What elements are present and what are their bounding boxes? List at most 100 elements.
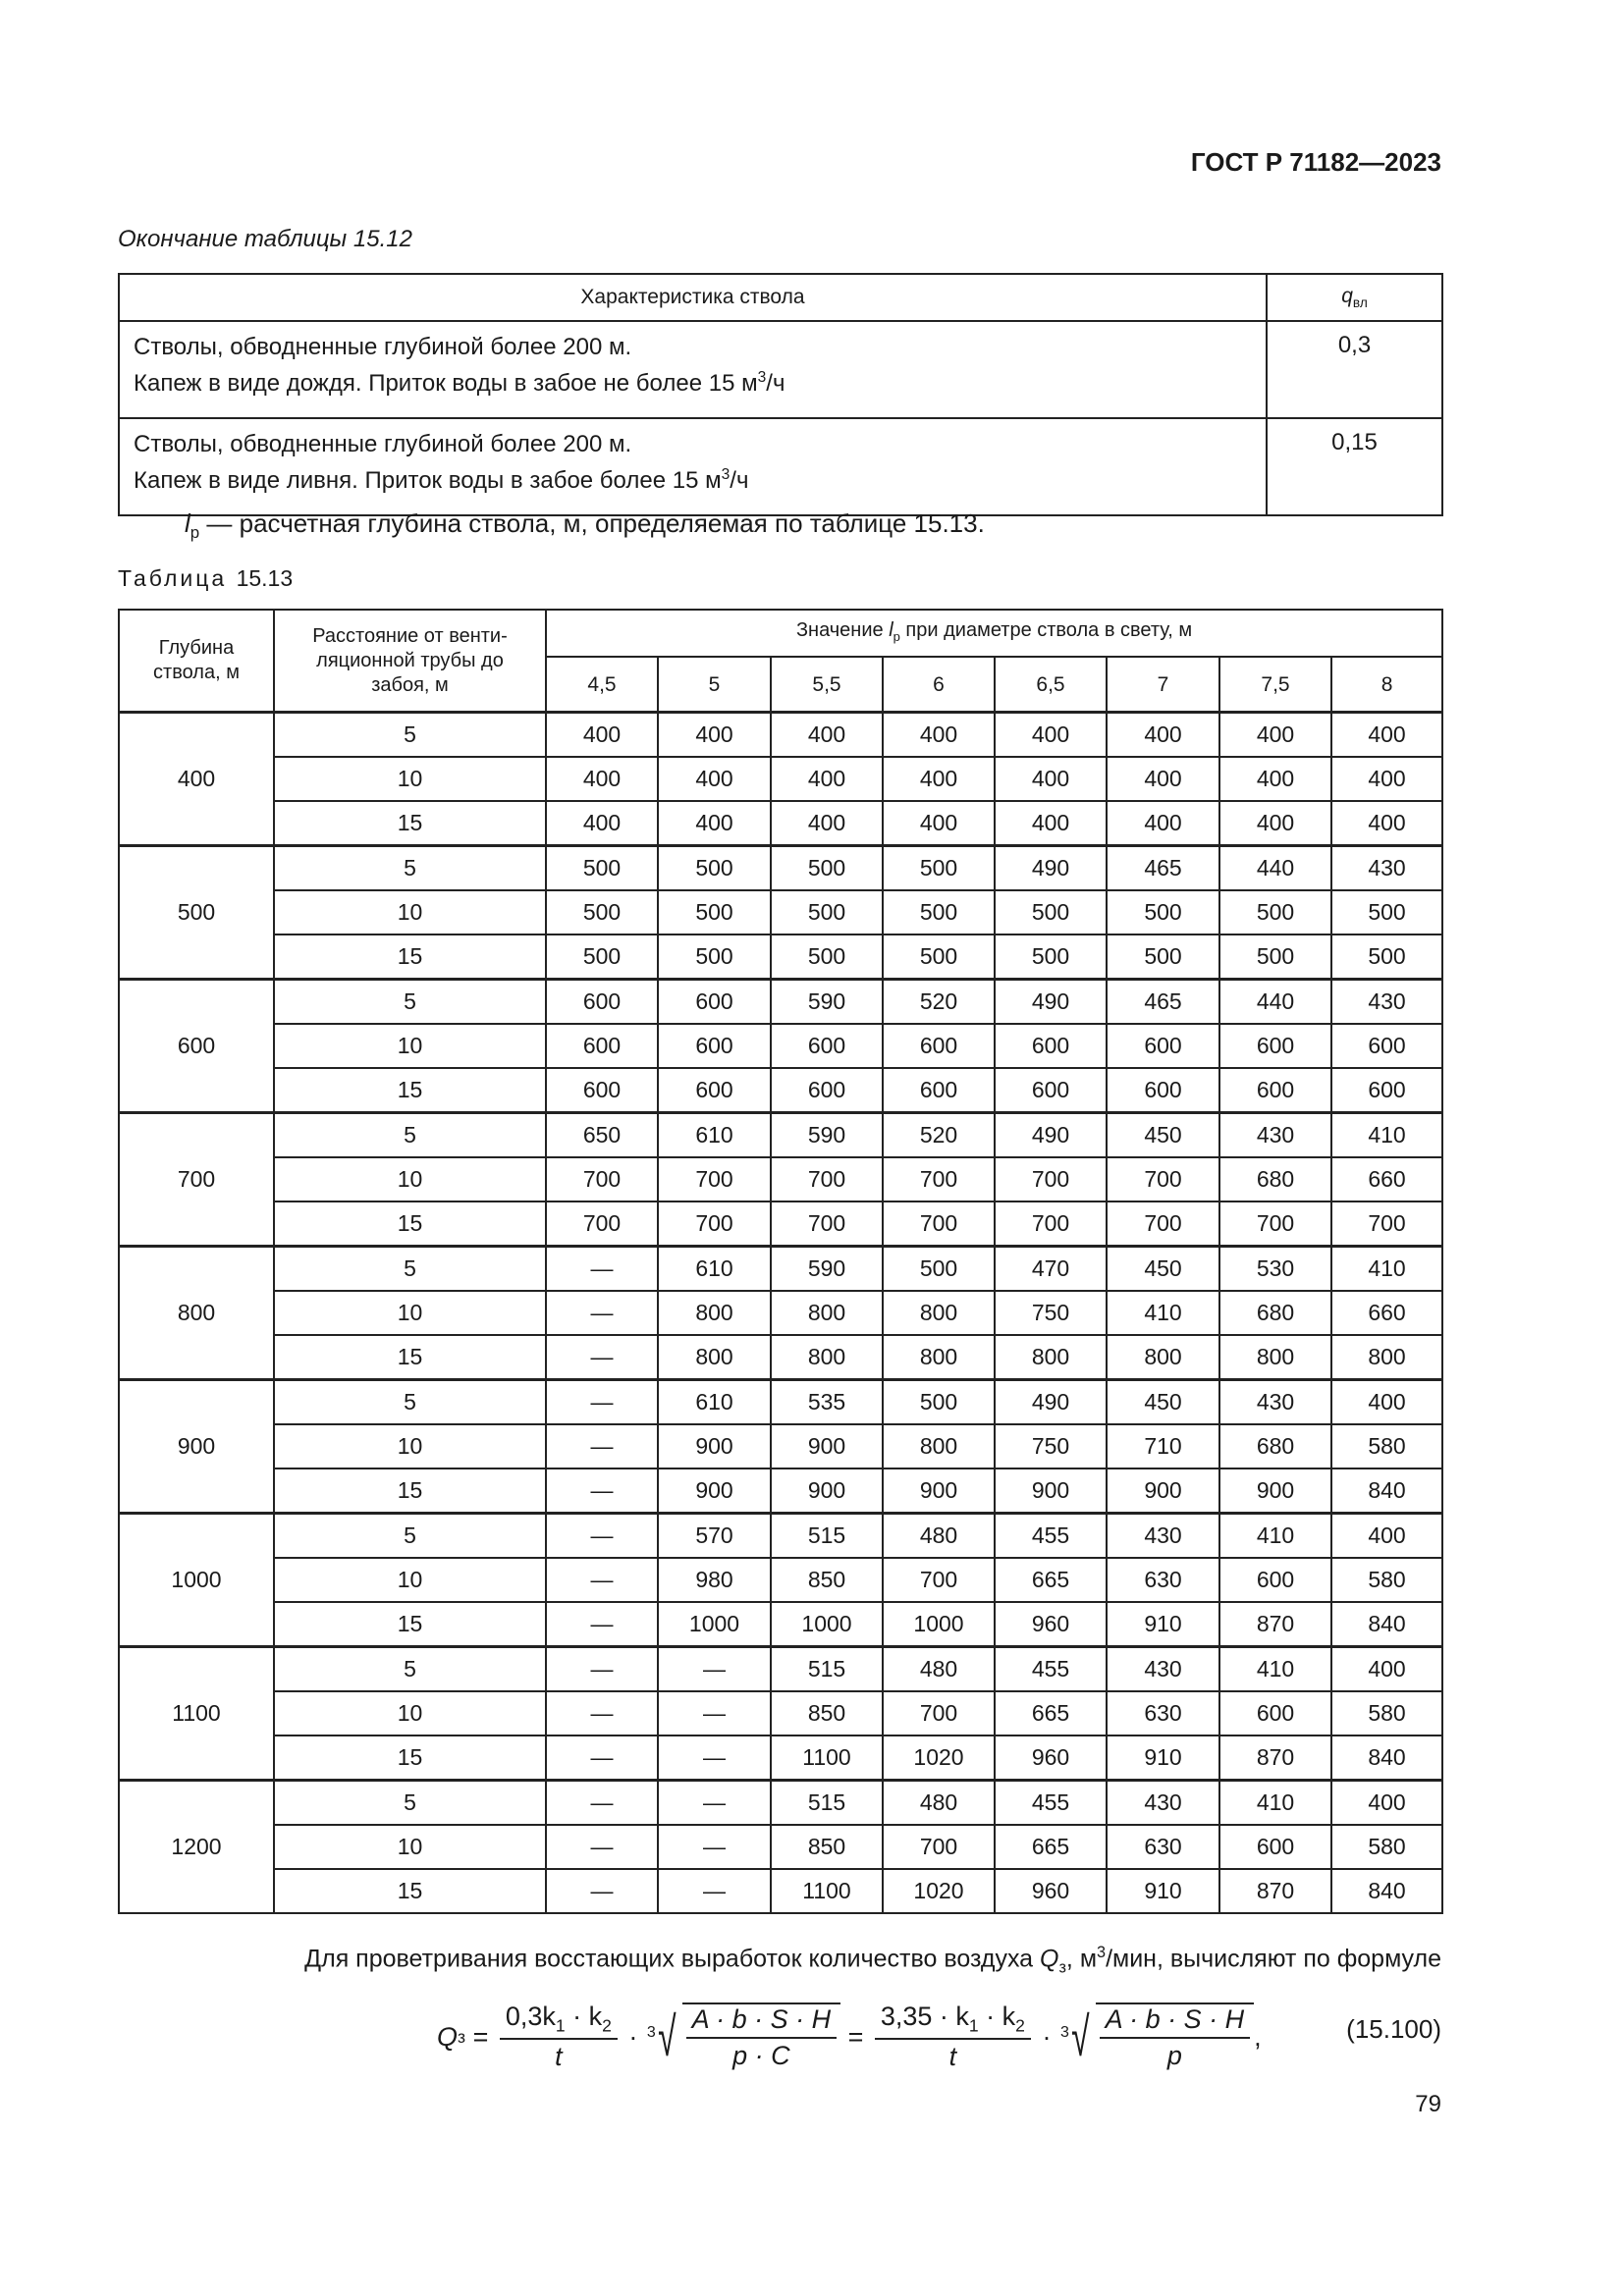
value-cell: 600: [1218, 1824, 1332, 1870]
para-symbol: Q: [1040, 1945, 1059, 1973]
value-cell: 600: [1329, 1023, 1444, 1069]
distance-cell: 10: [273, 1557, 547, 1603]
value-cell: 500: [1329, 934, 1444, 981]
f2-sub2: 2: [1015, 2015, 1025, 2036]
value-cell: 900: [657, 1468, 772, 1515]
depth-cell: 700: [118, 1111, 275, 1248]
value-cell: 500: [882, 889, 996, 935]
value-cell: 500: [657, 844, 772, 891]
value-cell: 700: [770, 1156, 884, 1202]
value-cell: 700: [882, 1690, 996, 1736]
value-cell: 400: [1329, 1512, 1444, 1559]
f2-sub1: 1: [968, 2015, 979, 2036]
value-cell: 465: [1106, 978, 1220, 1025]
table-row: 10— —850 700 665 630 600 580: [119, 1690, 1444, 1736]
value-cell: 700: [882, 1201, 996, 1248]
value-cell: 500: [545, 844, 659, 891]
value-cell: 800: [1329, 1334, 1444, 1381]
value-cell: 590: [770, 978, 884, 1025]
value-cell: 800: [1106, 1334, 1220, 1381]
value-cell: 680: [1218, 1290, 1332, 1336]
document-code: ГОСТ Р 71182—2023: [1190, 147, 1441, 177]
value-cell: 600: [770, 1067, 884, 1114]
table-row: 900 5—610 535 500 490 450 430 400: [118, 1378, 1444, 1515]
value-cell: 700: [994, 1156, 1108, 1202]
value-cell: 500: [1218, 889, 1332, 935]
fraction-2: 3,35 · k1 · k2 t: [874, 2002, 1031, 2072]
value-cell: 850: [770, 1690, 884, 1736]
table-row: 700 5 650 610 590 520 490 450 430 410: [118, 1111, 1444, 1248]
value-cell: 700: [994, 1201, 1108, 1248]
caption-number: 15.13: [236, 565, 294, 591]
value-cell: 1100: [770, 1868, 884, 1914]
value-cell: 600: [1218, 1067, 1332, 1114]
value-cell: 665: [994, 1557, 1108, 1603]
value-cell: 410: [1218, 1512, 1332, 1559]
distance-cell: 15: [273, 1868, 547, 1914]
column-header-diameter: 7,5: [1218, 656, 1332, 714]
value-cell: 900: [882, 1468, 996, 1515]
depth-cell: 900: [118, 1378, 275, 1515]
characteristic-cell: Стволы, обводненные глубиной более 200 м…: [118, 417, 1268, 516]
value-cell: 480: [882, 1512, 996, 1559]
f1-sub1: 1: [555, 2015, 566, 2036]
value-cell: 870: [1218, 1868, 1332, 1914]
value-cell: —: [657, 1779, 772, 1826]
value-cell: 490: [994, 978, 1108, 1025]
value-cell: 500: [882, 1245, 996, 1292]
value-cell: 870: [1218, 1735, 1332, 1782]
value-cell: 600: [1218, 1557, 1332, 1603]
value-cell: 750: [994, 1290, 1108, 1336]
value-cell: 600: [882, 1067, 996, 1114]
value-cell: 800: [657, 1334, 772, 1381]
distance-cell: 5: [273, 978, 547, 1025]
value-cell: 450: [1106, 1245, 1220, 1292]
value-cell: 700: [882, 1557, 996, 1603]
distance-cell: 10: [273, 889, 547, 935]
value-cell: 1000: [657, 1601, 772, 1648]
value-cell: 800: [994, 1334, 1108, 1381]
value-cell: 850: [770, 1824, 884, 1870]
value-cell: 600: [994, 1023, 1108, 1069]
distance-cell: 15: [273, 1601, 547, 1648]
table-row: Стволы, обводненные глубиной более 200 м…: [118, 320, 1443, 419]
depth-header-text: Глубина ствола, м: [153, 637, 240, 683]
depth-cell: 500: [118, 844, 275, 981]
value-cell: 430: [1218, 1111, 1332, 1158]
value-cell: 500: [882, 1378, 996, 1425]
value-cell: 800: [657, 1290, 772, 1336]
value-cell: 465: [1106, 844, 1220, 891]
value-cell: 850: [770, 1557, 884, 1603]
distance-cell: 10: [273, 1423, 547, 1469]
value-cell: 800: [770, 1290, 884, 1336]
table-row: 10— —850 700 665 630 600 580: [119, 1824, 1444, 1870]
value-cell: —: [545, 1512, 659, 1559]
value-cell: 515: [770, 1779, 884, 1826]
value-cell: 700: [545, 1201, 659, 1248]
distance-cell: 5: [273, 1378, 547, 1425]
table-caption: Таблица 15.13: [118, 565, 293, 592]
values-header-symbol: l: [889, 618, 893, 641]
root-index: 3: [646, 2024, 656, 2041]
value-cell: 700: [657, 1156, 772, 1202]
column-header-diameter: 6: [882, 656, 996, 714]
column-header-diameter: 4,5: [545, 656, 659, 714]
table-row: 1000 5—570 515 480 455 430 410 400: [118, 1512, 1444, 1648]
distance-cell: 5: [273, 1645, 547, 1692]
value-cell: 700: [1329, 1201, 1444, 1248]
distance-cell: 10: [273, 1824, 547, 1870]
value-cell: 600: [1218, 1690, 1332, 1736]
table-row: 500 5 500 500 500 500 490 465 440 430: [118, 844, 1444, 981]
value-cell: 520: [882, 1111, 996, 1158]
values-header-pre: Значение: [795, 618, 890, 641]
value-cell: 910: [1106, 1601, 1220, 1648]
value-cell: 480: [882, 1779, 996, 1826]
value-cell: 400: [882, 800, 996, 847]
value-cell: 570: [657, 1512, 772, 1559]
value-cell: —: [545, 1557, 659, 1603]
equals-sign-2: =: [840, 2021, 871, 2052]
column-header-depth: Глубина ствола, м: [118, 609, 275, 714]
value-cell: 960: [994, 1868, 1108, 1914]
value-cell: 840: [1329, 1868, 1444, 1914]
